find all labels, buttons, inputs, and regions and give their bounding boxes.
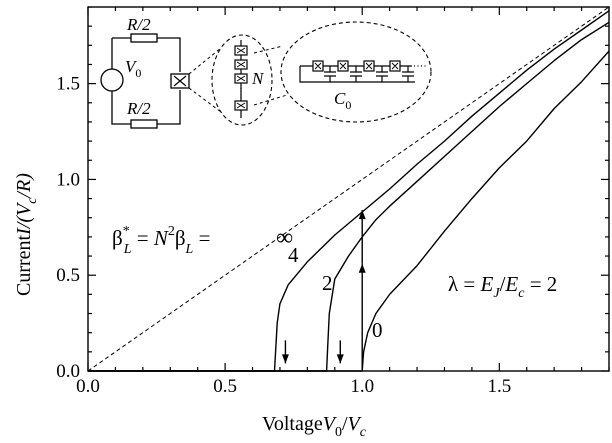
resistor-top <box>130 33 158 43</box>
y-axis-rest: /(V <box>13 201 35 229</box>
lambda-EJ-sub: J <box>493 286 500 301</box>
circuit-inset: R/2 R/2 V0 N C0 <box>100 15 432 129</box>
y-axis-I: I <box>13 227 35 236</box>
y-tick-label: 1.5 <box>56 74 80 95</box>
voltage-source-icon <box>100 68 124 92</box>
series-line-2 <box>88 21 610 372</box>
y-axis-title: CurrentI/(Vc/R) <box>13 173 40 296</box>
zoom-lines-2 <box>253 45 288 106</box>
x-axis-prefix: Voltage <box>262 413 323 435</box>
x-tick-label: 1.5 <box>487 376 511 397</box>
beta-sup-1: * <box>123 224 130 239</box>
beta-annotation: β* L = N2βL = ∞ <box>112 224 293 257</box>
arrow-up-icon <box>358 210 366 220</box>
beta-sub-2: L <box>185 242 194 257</box>
resistor-bottom-label: R/2 <box>126 99 151 118</box>
x-axis-Vc-sub: c <box>360 425 367 440</box>
series-label-2: 2 <box>322 271 333 295</box>
series-line-4 <box>88 10 610 372</box>
y-axis-tail: /R) <box>13 173 35 199</box>
beta-symbol-1: β <box>112 226 123 250</box>
zoom-lines-1 <box>188 47 222 113</box>
y-tick-label: 0.0 <box>56 361 80 382</box>
beta-symbol-2: β <box>175 226 186 250</box>
x-axis-V0: V <box>323 413 338 435</box>
lambda-value: = 2 <box>524 272 557 296</box>
junction-cross-icon <box>173 75 187 87</box>
x-tick-label: 1.0 <box>350 376 374 397</box>
x-axis-title: VoltageV0/Vc <box>262 413 367 440</box>
lambda-Ec-sub: c <box>518 286 525 301</box>
resistor-bottom <box>130 119 158 129</box>
infinity-symbol: ∞ <box>276 225 293 251</box>
series-label-0: 0 <box>372 318 383 342</box>
chain-capacitors <box>324 66 414 82</box>
series-line-reference <box>87 6 610 372</box>
series-label-4: 4 <box>288 243 299 267</box>
y-axis-ticks: 0.0 0.5 1.0 1.5 <box>56 6 609 382</box>
lambda-slash: / <box>500 272 506 296</box>
arrow-up-icon <box>358 263 366 273</box>
x-axis-slash: / <box>342 413 348 435</box>
lambda-Ec: E <box>504 272 518 296</box>
y-tick-label: 0.5 <box>56 265 80 286</box>
chain-junction-crosses <box>314 62 399 70</box>
arrow-down-icon <box>336 354 344 364</box>
arrow-layer <box>281 210 366 371</box>
beta-eq-1: = <box>131 226 153 250</box>
voltage-source-label: V0 <box>125 57 141 80</box>
x-tick-label: 0.0 <box>76 376 100 397</box>
resistor-top-label: R/2 <box>126 15 151 34</box>
x-axis-ticks: 0.0 0.5 1.0 1.5 <box>76 7 610 397</box>
capacitance-label: C0 <box>334 89 351 112</box>
lambda-annotation: λ = EJ/Ec = 2 <box>448 272 557 301</box>
x-axis-V0-sub: 0 <box>335 425 342 440</box>
capacitance-sub: 0 <box>345 98 351 112</box>
voltage-source-sub: 0 <box>135 66 141 80</box>
arrow-down-icon <box>281 354 289 364</box>
beta-sub-1: L <box>123 242 132 257</box>
y-axis-sub: c <box>25 197 40 204</box>
voltage-source-V: V <box>125 57 138 76</box>
stack-junction-crosses <box>236 47 246 109</box>
series-layer <box>87 6 610 372</box>
capacitance-C: C <box>334 89 346 108</box>
zoom-ellipse-small <box>211 34 273 126</box>
zoom-ellipse-large <box>280 21 432 123</box>
series-line-0 <box>88 50 610 372</box>
y-axis-prefix: Current <box>13 234 35 296</box>
beta-N: N <box>153 226 169 250</box>
x-tick-label: 0.5 <box>213 376 237 397</box>
lambda-prefix: λ = <box>448 272 481 296</box>
x-axis-Vc: V <box>348 413 363 435</box>
beta-eq-2: = <box>193 226 210 250</box>
beta-sup-2: 2 <box>168 224 175 239</box>
array-label-N: N <box>251 69 265 88</box>
lambda-EJ: E <box>480 272 494 296</box>
y-tick-label: 1.0 <box>56 169 80 190</box>
